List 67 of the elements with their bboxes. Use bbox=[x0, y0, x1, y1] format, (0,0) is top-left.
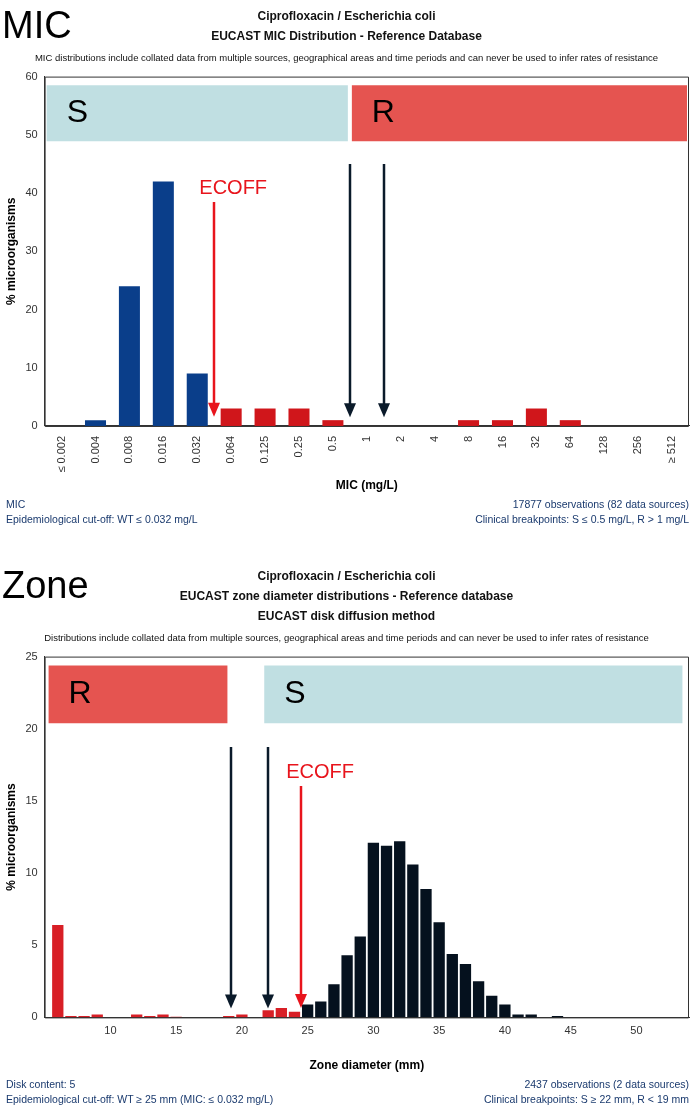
x-tick-label: 50 bbox=[630, 1024, 643, 1037]
x-tick-label: 0.016 bbox=[156, 435, 169, 464]
x-tick-label: 0.064 bbox=[224, 435, 237, 464]
y-tick-label: 60 bbox=[25, 69, 38, 82]
x-tick-label: 15 bbox=[170, 1024, 183, 1037]
text: Epidemiological cut-off: WT ≤ 0.032 mg/L bbox=[6, 512, 198, 527]
x-tick-label: 32 bbox=[529, 435, 542, 449]
x-tick-label: 64 bbox=[563, 435, 576, 449]
x-tick-label: 0.125 bbox=[258, 435, 271, 464]
chart-title: Ciprofloxacin / Escherichia coli bbox=[257, 569, 436, 583]
band-label: R bbox=[371, 93, 395, 130]
y-tick-label: 50 bbox=[25, 127, 38, 140]
ref-line-label: ECOFF bbox=[199, 176, 268, 199]
y-tick-label: 0 bbox=[31, 419, 38, 432]
y-tick-label: 30 bbox=[25, 244, 38, 257]
x-tick-label: 0.25 bbox=[292, 435, 305, 458]
ref-line-label: ECOFF bbox=[286, 760, 354, 783]
text: 2437 observations (2 data sources) bbox=[523, 1077, 689, 1092]
x-axis-title: MIC (mg/L) bbox=[335, 478, 398, 493]
x-tick-label: 128 bbox=[597, 435, 610, 455]
y-tick-label: 5 bbox=[31, 938, 38, 951]
x-tick-label: 25 bbox=[301, 1024, 314, 1037]
x-tick-label: 0.008 bbox=[122, 435, 135, 464]
chart-title: Ciprofloxacin / Escherichia coli bbox=[257, 9, 436, 23]
x-tick-label: 256 bbox=[631, 435, 644, 455]
text: MIC bbox=[6, 497, 27, 512]
x-tick-label: 16 bbox=[495, 435, 508, 449]
text: Zone bbox=[2, 564, 89, 607]
y-tick-label: 0 bbox=[31, 1010, 38, 1023]
x-tick-label: 8 bbox=[461, 435, 474, 443]
y-tick-label: 10 bbox=[25, 866, 38, 879]
text: 17877 observations (82 data sources) bbox=[511, 497, 689, 512]
x-tick-label: 0.004 bbox=[88, 435, 101, 464]
y-axis-title: % microorganisms bbox=[3, 197, 18, 305]
x-tick-label: 1 bbox=[359, 435, 372, 443]
text: Clinical breakpoints: S ≥ 22 mm, R < 19 mm bbox=[483, 1092, 689, 1107]
y-axis-title: % microorganisms bbox=[3, 782, 18, 891]
x-tick-label: 10 bbox=[104, 1024, 117, 1037]
x-tick-label: ≥ 512 bbox=[665, 435, 678, 464]
band-label: R bbox=[68, 674, 92, 711]
x-tick-label: 35 bbox=[433, 1024, 446, 1037]
x-tick-label: 0.5 bbox=[325, 435, 338, 452]
x-tick-label: 4 bbox=[427, 435, 440, 443]
x-tick-label: ≤ 0.002 bbox=[54, 435, 67, 473]
x-tick-label: 20 bbox=[235, 1024, 249, 1037]
chart-subtitle: EUCAST MIC Distribution - Reference Database bbox=[211, 29, 482, 43]
text: Epidemiological cut-off: WT ≥ 25 mm (MIC: ≤ 0.032 mg/L) bbox=[6, 1092, 274, 1107]
text: Clinical breakpoints: S ≤ 0.5 mg/L, R > 1 mg/L bbox=[475, 512, 689, 527]
y-tick-label: 40 bbox=[25, 186, 38, 199]
y-tick-label: 20 bbox=[25, 721, 38, 734]
y-tick-label: 20 bbox=[25, 302, 38, 315]
x-axis-title: Zone diameter (mm) bbox=[309, 1058, 425, 1073]
y-tick-label: 15 bbox=[25, 793, 38, 806]
x-tick-label: 2 bbox=[393, 435, 406, 443]
y-tick-label: 25 bbox=[25, 649, 38, 662]
y-tick-label: 10 bbox=[25, 360, 38, 373]
text: Disk content: 5 bbox=[6, 1077, 77, 1092]
band-label: S bbox=[66, 93, 88, 130]
band-label: S bbox=[284, 674, 306, 711]
x-tick-label: 40 bbox=[498, 1024, 512, 1037]
x-tick-label: 45 bbox=[564, 1024, 577, 1037]
x-tick-label: 0.032 bbox=[190, 435, 203, 464]
chart-subtitle: EUCAST zone diameter distributions - Reference database EUCAST disk diffusion method bbox=[179, 589, 514, 623]
x-tick-label: 30 bbox=[367, 1024, 380, 1037]
text: Distributions include collated data from multiple sources, geographical areas and time periods and can never be used to infer rates of resistance bbox=[43, 632, 650, 643]
text: MIC bbox=[2, 4, 72, 47]
text: MIC distributions include collated data from multiple sources, geographical areas and time periods and can never be used to infer rates of resistance bbox=[33, 52, 660, 63]
